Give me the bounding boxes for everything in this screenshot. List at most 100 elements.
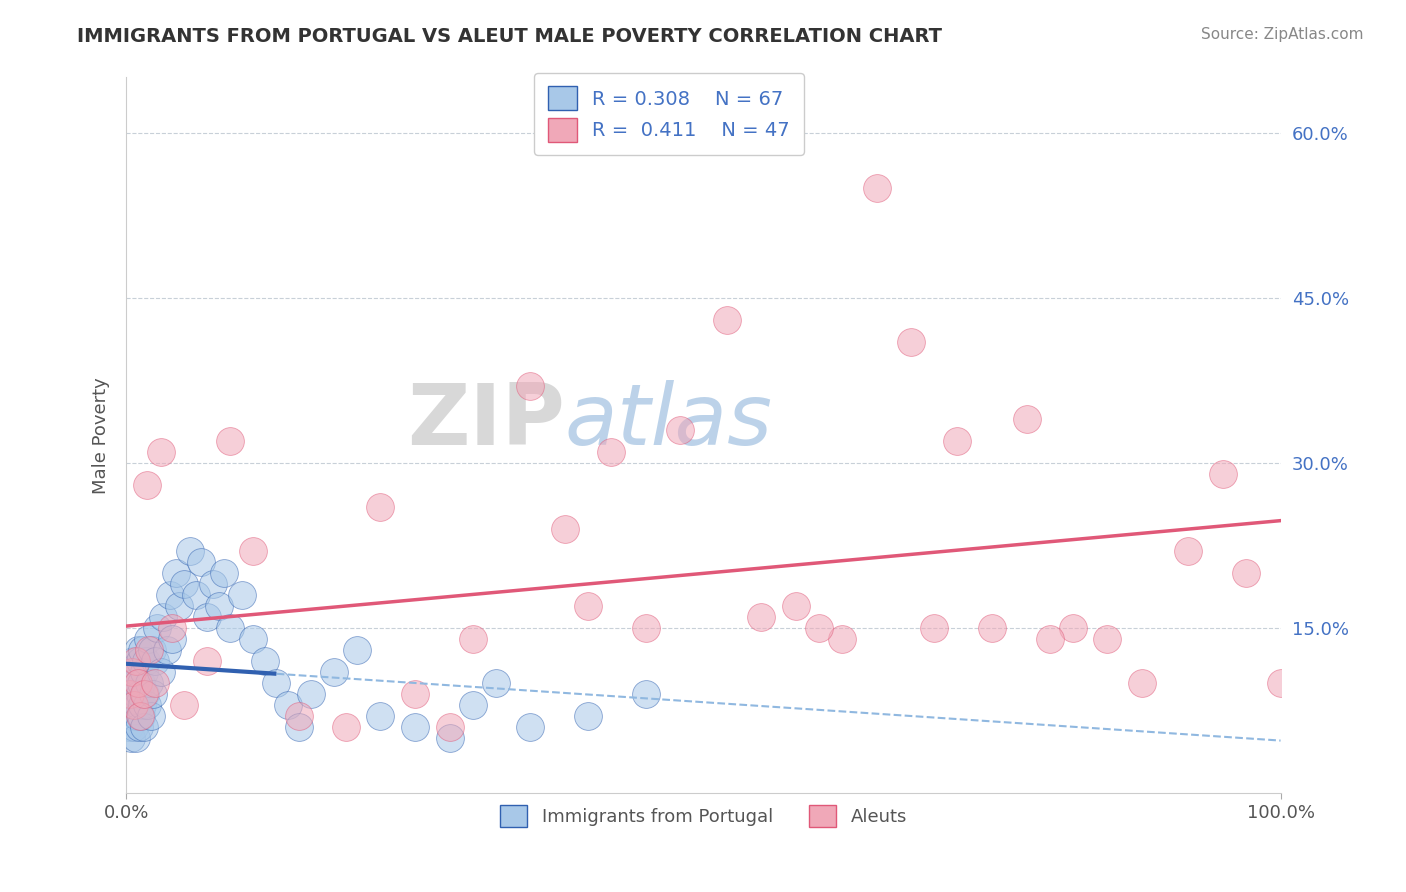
Point <box>323 665 346 680</box>
Point <box>127 676 149 690</box>
Point <box>125 665 148 680</box>
Point <box>132 665 155 680</box>
Point <box>600 445 623 459</box>
Point <box>519 379 541 393</box>
Point <box>190 555 212 569</box>
Point <box>554 522 576 536</box>
Point <box>981 621 1004 635</box>
Point <box>195 610 218 624</box>
Point <box>231 588 253 602</box>
Point <box>634 621 657 635</box>
Point <box>121 709 143 723</box>
Point <box>1130 676 1153 690</box>
Point <box>461 698 484 713</box>
Point <box>169 599 191 613</box>
Point <box>129 709 152 723</box>
Point <box>439 720 461 734</box>
Point <box>156 643 179 657</box>
Point <box>124 687 146 701</box>
Point <box>201 577 224 591</box>
Point <box>127 643 149 657</box>
Point <box>122 698 145 713</box>
Point <box>946 434 969 448</box>
Point <box>131 643 153 657</box>
Point <box>131 709 153 723</box>
Point <box>253 654 276 668</box>
Point <box>124 676 146 690</box>
Point <box>299 687 322 701</box>
Point <box>485 676 508 690</box>
Point <box>121 665 143 680</box>
Point <box>1270 676 1292 690</box>
Point <box>134 687 156 701</box>
Point <box>1234 566 1257 580</box>
Point <box>368 709 391 723</box>
Point <box>124 731 146 746</box>
Point <box>1212 467 1234 481</box>
Point <box>162 621 184 635</box>
Point <box>1062 621 1084 635</box>
Point <box>1039 632 1062 647</box>
Point <box>242 632 264 647</box>
Point <box>122 654 145 668</box>
Point <box>716 312 738 326</box>
Text: IMMIGRANTS FROM PORTUGAL VS ALEUT MALE POVERTY CORRELATION CHART: IMMIGRANTS FROM PORTUGAL VS ALEUT MALE P… <box>77 27 942 45</box>
Point <box>900 334 922 349</box>
Point <box>149 445 172 459</box>
Point <box>136 632 159 647</box>
Text: Source: ZipAtlas.com: Source: ZipAtlas.com <box>1201 27 1364 42</box>
Point <box>159 588 181 602</box>
Point <box>669 423 692 437</box>
Point <box>576 599 599 613</box>
Point <box>136 478 159 492</box>
Point <box>785 599 807 613</box>
Text: ZIP: ZIP <box>408 380 565 463</box>
Point <box>214 566 236 580</box>
Point <box>124 654 146 668</box>
Point <box>132 720 155 734</box>
Point <box>131 698 153 713</box>
Point <box>120 731 142 746</box>
Point <box>749 610 772 624</box>
Point <box>1177 544 1199 558</box>
Point <box>135 654 157 668</box>
Point <box>404 720 426 734</box>
Point <box>346 643 368 657</box>
Point <box>576 709 599 723</box>
Text: atlas: atlas <box>565 380 773 463</box>
Point <box>143 654 166 668</box>
Point <box>404 687 426 701</box>
Point <box>149 665 172 680</box>
Point <box>136 698 159 713</box>
Point <box>277 698 299 713</box>
Point <box>141 643 163 657</box>
Point <box>173 577 195 591</box>
Point <box>118 687 141 701</box>
Point <box>288 720 311 734</box>
Point <box>146 621 169 635</box>
Point <box>807 621 830 635</box>
Point <box>335 720 357 734</box>
Point <box>152 610 174 624</box>
Point <box>1015 412 1038 426</box>
Point <box>128 720 150 734</box>
Point <box>117 720 139 734</box>
Point <box>173 698 195 713</box>
Point <box>132 687 155 701</box>
Point <box>439 731 461 746</box>
Point <box>368 500 391 514</box>
Point <box>519 720 541 734</box>
Point <box>162 632 184 647</box>
Point <box>143 676 166 690</box>
Point <box>127 698 149 713</box>
Point <box>139 709 162 723</box>
Point <box>288 709 311 723</box>
Point <box>924 621 946 635</box>
Point <box>865 180 887 194</box>
Point <box>138 676 160 690</box>
Point <box>131 676 153 690</box>
Point <box>118 687 141 701</box>
Point <box>461 632 484 647</box>
Y-axis label: Male Poverty: Male Poverty <box>93 377 110 494</box>
Point <box>266 676 288 690</box>
